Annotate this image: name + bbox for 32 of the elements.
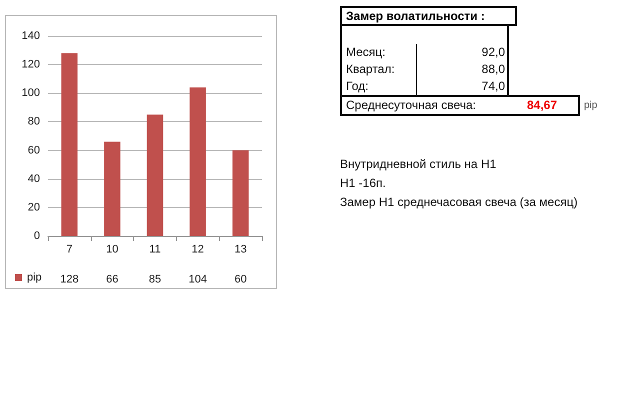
y-tick-label: 140 — [22, 30, 40, 42]
y-tick-label: 80 — [28, 116, 40, 128]
data-label: 104 — [188, 274, 207, 286]
text: H1 -16п. — [340, 175, 387, 192]
y-tick-label: 20 — [28, 201, 40, 214]
text: 84,67 — [526, 97, 558, 114]
text: Среднесуточная свеча: — [345, 97, 477, 114]
text: Замер волатильности : — [340, 6, 517, 26]
x-tick-label: 7 — [66, 244, 72, 256]
y-tick-label: 0 — [34, 230, 40, 242]
text: 74,0 — [480, 78, 506, 95]
text: Год: — [342, 78, 417, 95]
text: Квартал: — [342, 61, 417, 78]
text: Замер H1 среднечасовая свеча (за месяц) — [340, 194, 579, 211]
data-label: 128 — [60, 274, 79, 286]
data-label: 60 — [234, 274, 247, 286]
x-tick-label: 12 — [192, 244, 204, 256]
text: Внутридневной стиль на H1 — [340, 156, 498, 173]
text: 92,0 — [480, 44, 506, 61]
legend-label: pip — [27, 272, 42, 284]
text: pip — [584, 100, 598, 111]
data-label: 85 — [148, 274, 162, 286]
x-tick-label: 13 — [234, 244, 247, 256]
x-tick-label: 11 — [149, 244, 161, 256]
x-tick-label: 10 — [106, 244, 118, 256]
y-tick-label: 120 — [22, 58, 40, 71]
y-tick-label: 60 — [28, 144, 40, 156]
y-tick-label: 40 — [28, 172, 40, 185]
y-tick-label: 100 — [22, 87, 40, 100]
text: 88,0 — [480, 61, 506, 78]
data-label: 66 — [106, 274, 118, 286]
text: Месяц: — [342, 44, 417, 61]
